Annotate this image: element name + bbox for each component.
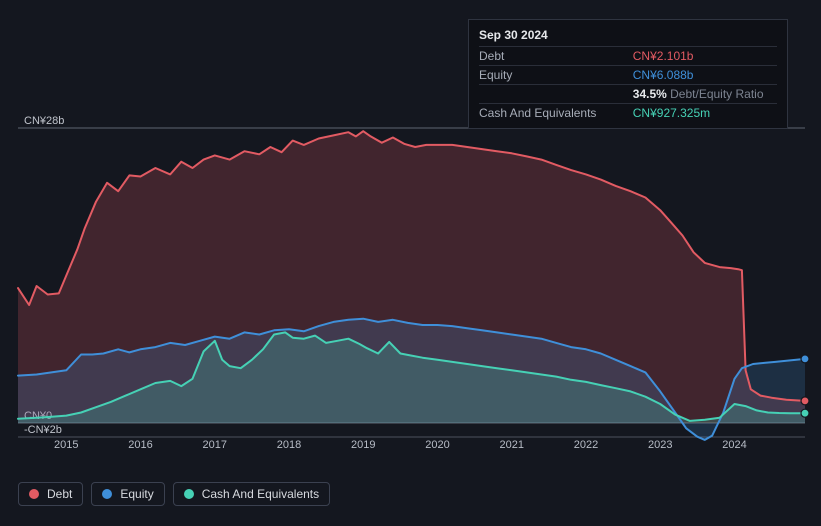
tooltip-key: Cash And Equivalents (479, 104, 633, 123)
cursor-dot-debt (801, 397, 809, 405)
legend-item-cash[interactable]: Cash And Equivalents (173, 482, 330, 506)
tooltip-row-debt: Debt CN¥2.101b (479, 47, 777, 66)
legend-label: Equity (120, 487, 153, 501)
x-axis-label: 2021 (499, 439, 523, 451)
tooltip-key (479, 85, 633, 104)
tooltip-date: Sep 30 2024 (479, 26, 777, 46)
x-axis-label: 2018 (277, 439, 301, 451)
swatch-icon (29, 489, 39, 499)
x-axis-label: 2017 (203, 439, 227, 451)
tooltip-value: CN¥2.101b (633, 47, 777, 66)
legend-label: Cash And Equivalents (202, 487, 319, 501)
y-axis-label: -CN¥2b (24, 424, 62, 436)
x-axis-label: 2022 (574, 439, 598, 451)
legend: Debt Equity Cash And Equivalents (18, 482, 330, 506)
legend-label: Debt (47, 487, 72, 501)
x-axis-label: 2024 (722, 439, 746, 451)
hover-tooltip: Sep 30 2024 Debt CN¥2.101b Equity CN¥6.0… (468, 19, 788, 129)
x-axis-label: 2023 (648, 439, 672, 451)
x-axis-label: 2016 (128, 439, 152, 451)
tooltip-key: Equity (479, 66, 633, 85)
swatch-icon (184, 489, 194, 499)
tooltip-row-cash: Cash And Equivalents CN¥927.325m (479, 104, 777, 123)
cursor-dot-equity (801, 355, 809, 363)
tooltip-table: Debt CN¥2.101b Equity CN¥6.088b 34.5% De… (479, 46, 777, 122)
tooltip-row-ratio: 34.5% Debt/Equity Ratio (479, 85, 777, 104)
tooltip-value-ratio: 34.5% Debt/Equity Ratio (633, 85, 777, 104)
tooltip-row-equity: Equity CN¥6.088b (479, 66, 777, 85)
y-axis-label: CN¥28b (24, 115, 64, 127)
ratio-value: 34.5% (633, 87, 667, 101)
tooltip-value: CN¥927.325m (633, 104, 777, 123)
legend-item-equity[interactable]: Equity (91, 482, 164, 506)
tooltip-key: Debt (479, 47, 633, 66)
x-axis-label: 2015 (54, 439, 78, 451)
x-axis-label: 2019 (351, 439, 375, 451)
cursor-dot-cash (801, 409, 809, 417)
ratio-label: Debt/Equity Ratio (670, 87, 763, 101)
x-axis-label: 2020 (425, 439, 449, 451)
chart-root: CN¥28bCN¥0-CN¥2b201520162017201820192020… (0, 0, 821, 526)
tooltip-value: CN¥6.088b (633, 66, 777, 85)
swatch-icon (102, 489, 112, 499)
legend-item-debt[interactable]: Debt (18, 482, 83, 506)
